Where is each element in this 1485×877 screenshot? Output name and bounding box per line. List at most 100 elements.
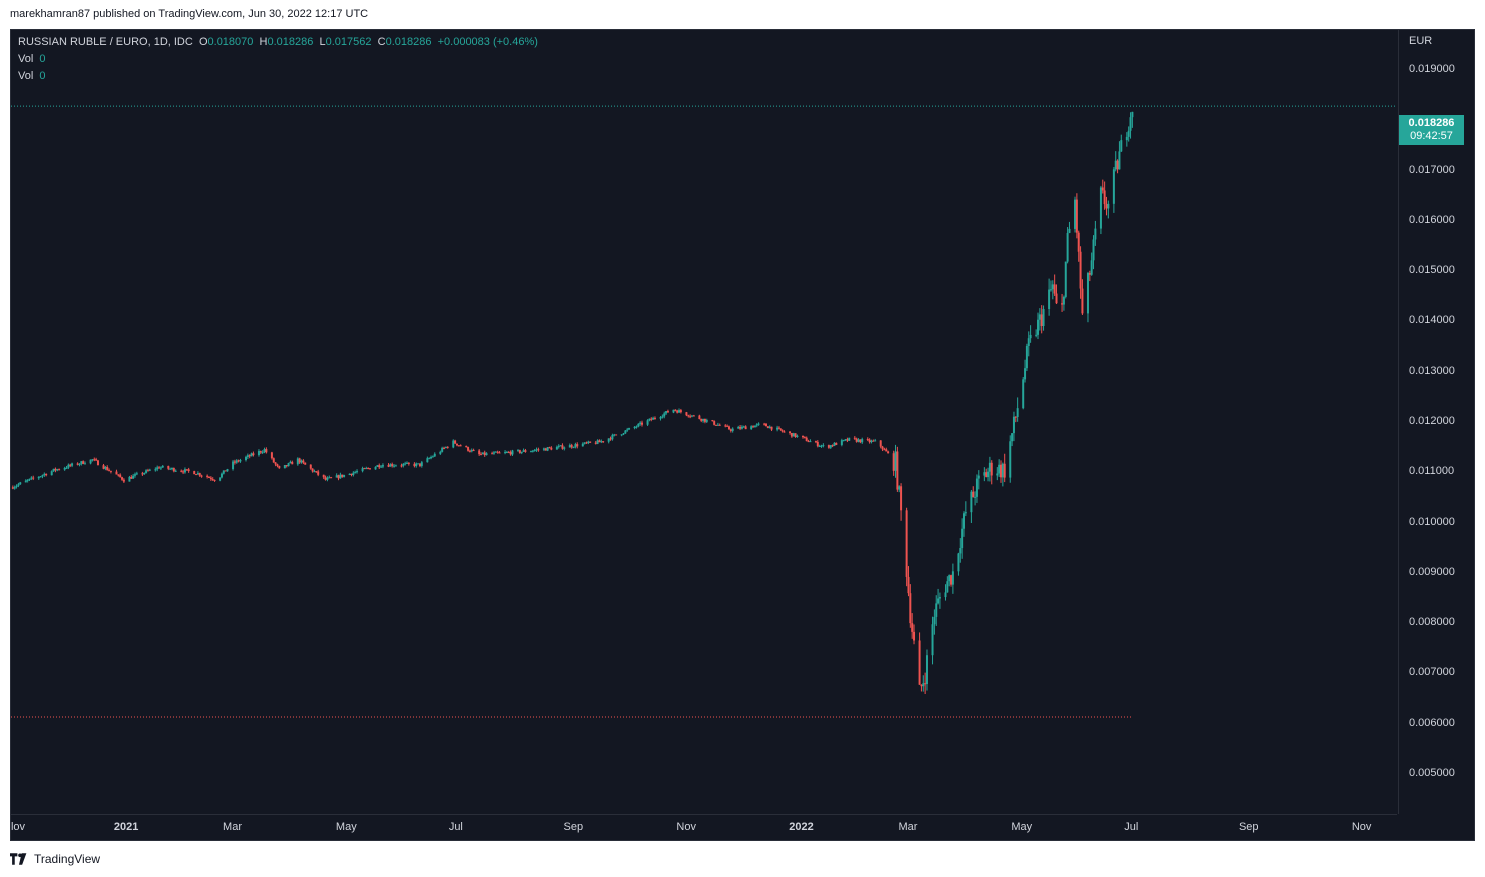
candle-body	[141, 473, 144, 475]
candle-body	[870, 440, 873, 443]
candle-body	[119, 474, 122, 478]
candle-body	[208, 476, 210, 478]
candle-body	[239, 460, 242, 462]
candle-body	[37, 476, 40, 479]
candle-body	[365, 468, 368, 470]
candle-body	[455, 443, 458, 446]
candle-body	[585, 442, 588, 444]
candle-body	[1125, 136, 1128, 141]
candle-body	[702, 418, 705, 421]
candle-body	[831, 445, 834, 447]
candle-body	[1118, 151, 1121, 170]
candle-body	[193, 471, 196, 475]
candle-body	[180, 470, 183, 472]
candle-body	[32, 477, 35, 479]
candle-body	[731, 428, 734, 431]
candle-body	[128, 476, 131, 482]
currency-label[interactable]: EUR	[1409, 35, 1433, 47]
time-tick-label: Nov	[1351, 821, 1372, 833]
candle-body	[13, 487, 16, 489]
candle-body	[646, 420, 649, 425]
candle-body	[574, 444, 577, 448]
candle-body	[822, 445, 825, 447]
candle-body	[600, 441, 603, 443]
candle-body	[983, 472, 986, 476]
close-value: 0.018286	[385, 36, 432, 48]
close-label: C	[377, 36, 386, 48]
candle-body	[430, 457, 433, 459]
candle-body	[330, 477, 333, 479]
volume-row[interactable]: Vol 0	[18, 51, 538, 68]
symbol-label[interactable]: RUSSIAN RUBLE / EURO, 1D, IDC	[18, 36, 193, 48]
candle-body	[1053, 284, 1056, 294]
candle-body	[542, 448, 545, 450]
candle-body	[563, 447, 566, 449]
candle-body	[507, 452, 510, 454]
candle-body	[594, 442, 597, 444]
candle-body	[26, 479, 29, 481]
candle-body	[480, 454, 483, 456]
candle-body	[17, 484, 20, 486]
candle-body	[820, 445, 823, 447]
footer-brand[interactable]: TradingView	[10, 852, 100, 866]
candle-body	[866, 439, 869, 441]
candle-body	[641, 422, 644, 425]
chart-pane[interactable]	[10, 29, 1475, 841]
candle-body	[531, 450, 534, 452]
volume-row[interactable]: Vol 0	[18, 68, 538, 85]
candle-body	[905, 510, 908, 577]
candle-body	[781, 430, 784, 432]
candle-body	[1042, 309, 1045, 327]
candle-body	[853, 437, 856, 439]
time-axis[interactable]	[11, 814, 1397, 841]
candle-body	[607, 438, 610, 442]
candle-body	[957, 553, 960, 572]
candle-body	[1025, 346, 1028, 369]
vol-label: Vol	[18, 70, 34, 82]
candle-body	[491, 453, 494, 455]
candle-body	[261, 452, 264, 454]
candle-body	[11, 487, 14, 489]
candle-body	[726, 425, 729, 427]
candle-body	[659, 417, 662, 419]
candle-body	[561, 445, 564, 449]
candle-body	[337, 475, 340, 479]
candlestick-plot[interactable]	[11, 30, 1397, 814]
candle-body	[146, 470, 149, 472]
candle-body	[776, 427, 779, 430]
candle-body	[1055, 293, 1058, 304]
candle-body	[1107, 203, 1110, 209]
candle-body	[39, 476, 42, 478]
price-tick-label: 0.015000	[1409, 264, 1455, 277]
candle-body	[898, 486, 901, 490]
candle-body	[922, 683, 925, 687]
candle-body	[1094, 228, 1097, 240]
candle-body	[309, 464, 312, 469]
candle-body	[257, 451, 260, 456]
candle-body	[121, 477, 124, 480]
candle-body	[946, 581, 949, 593]
candle-body	[792, 433, 795, 437]
price-tick-label: 0.010000	[1409, 515, 1455, 528]
candle-body	[183, 469, 186, 473]
candle-body	[742, 426, 745, 428]
candle-body	[387, 465, 390, 467]
candle-body	[544, 448, 547, 451]
candle-body	[990, 462, 993, 476]
candle-body	[557, 446, 560, 448]
candle-body	[652, 417, 655, 420]
price-axis[interactable]	[1398, 30, 1475, 814]
candle-body	[687, 415, 690, 417]
candle-body	[892, 453, 895, 471]
candle-body	[900, 486, 903, 511]
candle-body	[1040, 314, 1043, 327]
candle-body	[589, 441, 592, 443]
time-tick-label: lov	[11, 821, 25, 833]
candle-body	[1127, 130, 1130, 137]
candle-body	[45, 473, 48, 476]
candle-body	[468, 450, 471, 452]
candle-body	[393, 465, 396, 467]
high-value: 0.018286	[267, 36, 314, 48]
candle-body	[287, 463, 290, 467]
candle-body	[789, 431, 792, 434]
